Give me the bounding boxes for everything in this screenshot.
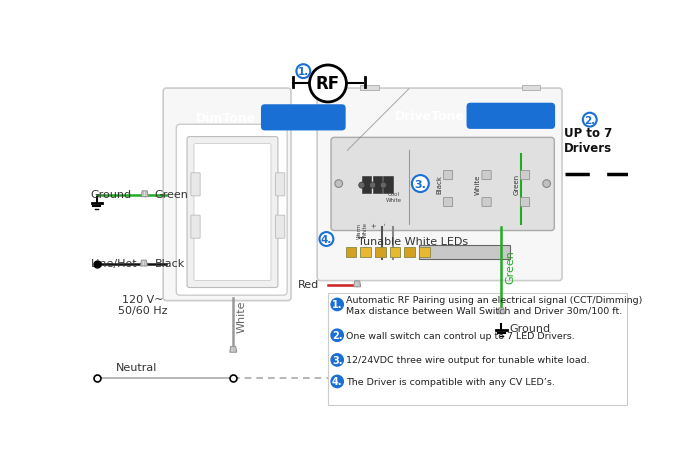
Circle shape bbox=[583, 113, 596, 127]
FancyBboxPatch shape bbox=[261, 105, 346, 131]
Text: 4.: 4. bbox=[332, 377, 342, 386]
FancyBboxPatch shape bbox=[191, 174, 200, 196]
Bar bbox=[419, 247, 430, 258]
FancyBboxPatch shape bbox=[444, 171, 453, 180]
Circle shape bbox=[331, 375, 344, 388]
Polygon shape bbox=[141, 191, 148, 197]
FancyBboxPatch shape bbox=[482, 171, 491, 180]
FancyBboxPatch shape bbox=[317, 89, 562, 281]
Text: 120 V~
50/60 Hz: 120 V~ 50/60 Hz bbox=[118, 294, 168, 316]
FancyBboxPatch shape bbox=[187, 137, 278, 288]
FancyBboxPatch shape bbox=[384, 176, 393, 193]
FancyBboxPatch shape bbox=[276, 174, 285, 196]
Circle shape bbox=[331, 299, 344, 311]
Circle shape bbox=[335, 180, 342, 188]
FancyBboxPatch shape bbox=[163, 89, 291, 301]
FancyBboxPatch shape bbox=[520, 171, 530, 180]
Text: The Driver is compatible with any CV LED’s.: The Driver is compatible with any CV LED… bbox=[346, 377, 555, 386]
FancyBboxPatch shape bbox=[466, 103, 555, 129]
Text: +: + bbox=[371, 222, 377, 228]
Text: 2.: 2. bbox=[584, 115, 596, 125]
Bar bbox=[360, 247, 371, 258]
Bar bbox=[389, 247, 400, 258]
Text: Cool
White: Cool White bbox=[386, 192, 402, 202]
Polygon shape bbox=[498, 308, 505, 314]
FancyBboxPatch shape bbox=[191, 216, 200, 239]
FancyBboxPatch shape bbox=[328, 293, 626, 405]
Text: 2.: 2. bbox=[332, 330, 342, 341]
Circle shape bbox=[319, 233, 333, 246]
Text: Black: Black bbox=[437, 175, 442, 194]
Bar bbox=[375, 247, 386, 258]
Circle shape bbox=[359, 183, 365, 189]
Bar bbox=[522, 86, 540, 90]
Text: Tunable White LEDs: Tunable White LEDs bbox=[358, 237, 468, 247]
FancyBboxPatch shape bbox=[362, 176, 371, 193]
Text: Line/Hot: Line/Hot bbox=[91, 258, 137, 268]
Circle shape bbox=[296, 65, 310, 79]
Circle shape bbox=[542, 180, 550, 188]
Text: DriveTone: DriveTone bbox=[395, 110, 465, 123]
Text: Ground: Ground bbox=[509, 323, 550, 333]
Bar bbox=[360, 86, 379, 90]
Text: 1.: 1. bbox=[298, 67, 309, 77]
Text: Automatic RF Pairing using an electrical signal (CCT/Dimming)
Max distance betwe: Automatic RF Pairing using an electrical… bbox=[346, 295, 643, 314]
Text: 12/24VDC three wire output for tunable white load.: 12/24VDC three wire output for tunable w… bbox=[346, 356, 590, 364]
Text: 4.: 4. bbox=[321, 235, 332, 245]
Text: 1.: 1. bbox=[332, 300, 342, 310]
Text: Green: Green bbox=[514, 174, 519, 195]
Circle shape bbox=[331, 330, 344, 341]
FancyBboxPatch shape bbox=[276, 216, 285, 239]
Text: 3.: 3. bbox=[332, 355, 342, 365]
Bar bbox=[419, 246, 510, 259]
Text: DimTone: DimTone bbox=[196, 112, 256, 124]
Circle shape bbox=[370, 183, 376, 189]
Text: Green: Green bbox=[505, 250, 515, 283]
Polygon shape bbox=[141, 261, 148, 266]
Circle shape bbox=[380, 183, 386, 189]
Text: UP to 7
Drivers: UP to 7 Drivers bbox=[564, 127, 612, 155]
FancyBboxPatch shape bbox=[331, 138, 554, 231]
Circle shape bbox=[412, 176, 429, 193]
Bar bbox=[404, 247, 415, 258]
Text: Neutral: Neutral bbox=[116, 362, 158, 372]
Text: Warm
White: Warm White bbox=[357, 222, 368, 238]
Polygon shape bbox=[230, 347, 237, 353]
Text: Green: Green bbox=[155, 189, 188, 199]
FancyBboxPatch shape bbox=[482, 198, 491, 207]
FancyBboxPatch shape bbox=[176, 125, 287, 296]
FancyBboxPatch shape bbox=[520, 198, 530, 207]
Text: 3.: 3. bbox=[414, 179, 426, 189]
Circle shape bbox=[331, 354, 344, 366]
Text: RF: RF bbox=[316, 75, 340, 93]
Text: Ground: Ground bbox=[91, 189, 132, 199]
Circle shape bbox=[309, 66, 346, 103]
Text: White: White bbox=[475, 174, 481, 194]
Text: -: - bbox=[382, 222, 388, 224]
Polygon shape bbox=[354, 281, 360, 287]
Text: Red: Red bbox=[298, 279, 318, 289]
FancyBboxPatch shape bbox=[372, 176, 382, 193]
Text: Black: Black bbox=[155, 258, 185, 268]
Text: One wall switch can control up to 7 LED Drivers.: One wall switch can control up to 7 LED … bbox=[346, 331, 575, 340]
Text: White: White bbox=[237, 300, 247, 332]
FancyBboxPatch shape bbox=[444, 198, 453, 207]
FancyBboxPatch shape bbox=[194, 144, 271, 281]
Bar bbox=[346, 247, 356, 258]
